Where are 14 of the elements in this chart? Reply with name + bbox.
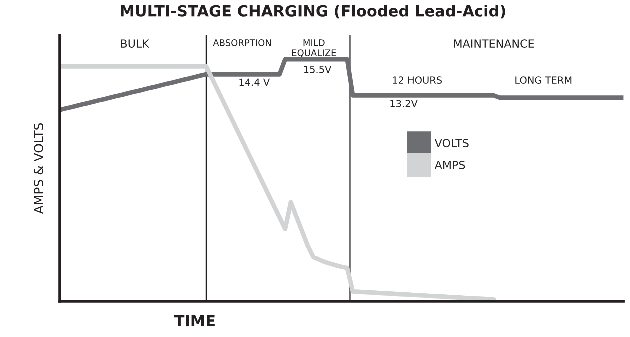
text: MILD EQUALIZE bbox=[292, 40, 336, 58]
text: MAINTENANCE bbox=[454, 40, 534, 48]
chart-title: MULTI-STAGE CHARGING (Flooded Lead-Acid) bbox=[121, 5, 506, 19]
text: ABSORPTION bbox=[213, 40, 272, 46]
text: BULK bbox=[121, 40, 150, 48]
y-axis-title: AMPS & VOLTS bbox=[34, 123, 44, 214]
annotation: 12 HOURS bbox=[393, 76, 442, 84]
annotation: LONG TERM bbox=[516, 76, 572, 84]
annotation: 14.4 V bbox=[240, 78, 270, 86]
annotation: 13.2V bbox=[390, 100, 418, 108]
legend-label: AMPS bbox=[434, 160, 466, 170]
legend-label: VOLTS bbox=[434, 139, 469, 148]
x-axis-title: TIME bbox=[174, 315, 215, 327]
annotation: 15.5V bbox=[304, 66, 332, 74]
